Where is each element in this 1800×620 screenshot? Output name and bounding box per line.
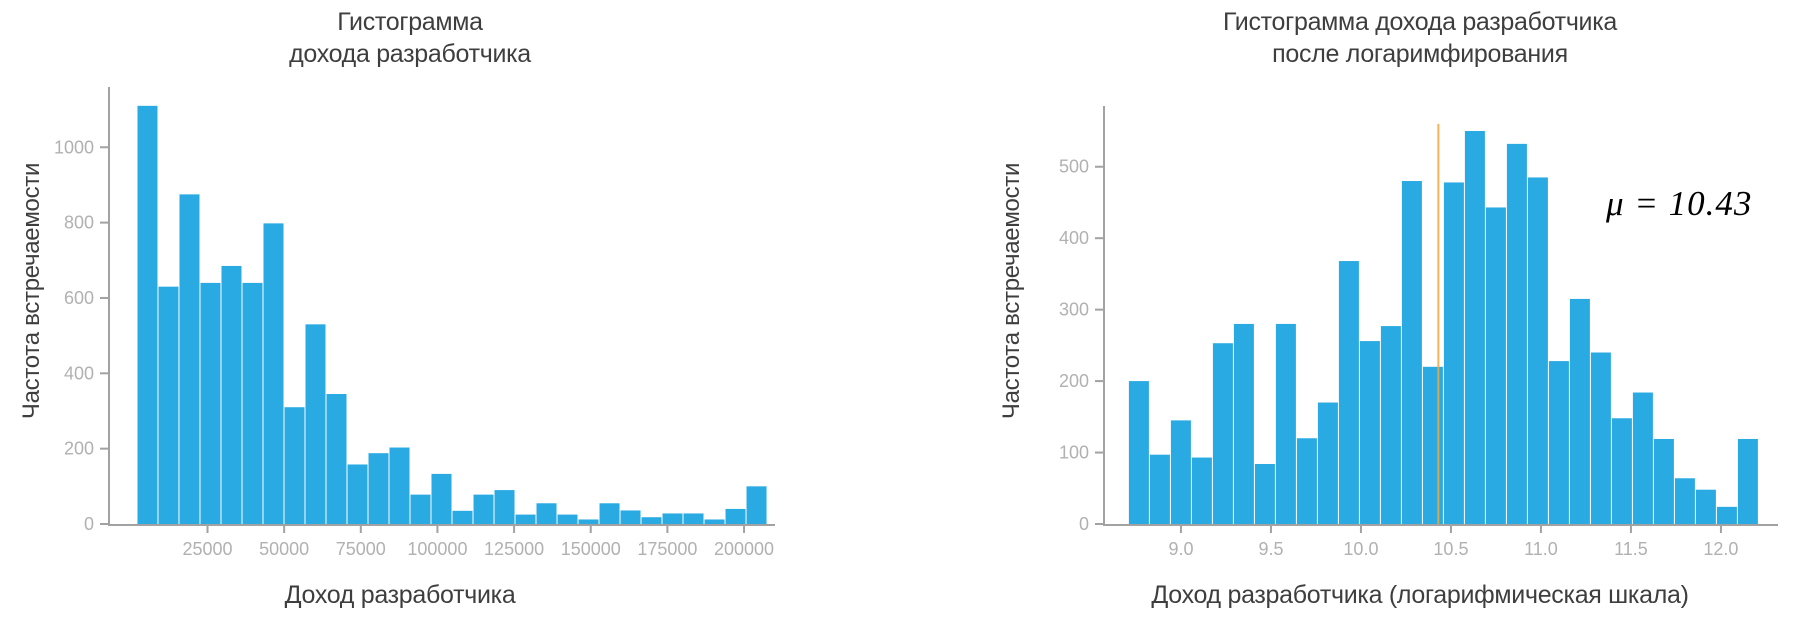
histogram-bar	[1191, 457, 1212, 524]
y-tick-label: 0	[1079, 514, 1089, 534]
histogram-bar	[1737, 438, 1758, 524]
x-tick-label: 150000	[561, 539, 621, 559]
y-tick-label: 500	[1059, 157, 1089, 177]
histogram-bar	[599, 503, 620, 524]
x-tick-label: 50000	[259, 539, 309, 559]
histogram-bar	[536, 503, 557, 524]
histogram-bar	[242, 282, 263, 524]
right-chart-x-axis-title: Доход разработчика (логарифмическая шкал…	[1151, 581, 1689, 609]
histogram-bar	[1548, 361, 1569, 524]
histogram-bar	[1296, 438, 1317, 524]
x-tick-label: 100000	[407, 539, 467, 559]
x-tick-label: 200000	[714, 539, 774, 559]
histogram-bar	[1716, 506, 1737, 524]
histogram-bar	[1632, 392, 1653, 524]
chart-1: 9.0 9.5 10.0 10.5 11.0 11.5 12.0 0 100 200 300 400 5…	[1059, 106, 1778, 559]
histogram-bar	[1254, 463, 1275, 524]
histogram-bar	[1338, 261, 1359, 524]
histogram-bar	[1401, 181, 1422, 524]
y-tick-label: 0	[84, 514, 94, 534]
histogram-bar	[494, 490, 515, 524]
x-tick-label: 10.0	[1343, 539, 1378, 559]
histogram-bar	[263, 223, 284, 524]
histogram-bar	[137, 105, 158, 524]
histogram-bar	[1653, 438, 1674, 524]
histogram-bar	[326, 394, 347, 524]
histogram-bar	[1422, 366, 1443, 524]
histogram-bar	[305, 324, 326, 524]
histogram-bar	[1170, 420, 1191, 524]
x-tick-label: 125000	[484, 539, 544, 559]
histogram-bar	[1695, 489, 1716, 524]
histogram-bar	[284, 407, 305, 524]
histogram-bar	[1212, 343, 1233, 524]
histogram-bar	[368, 453, 389, 524]
histogram-bar	[158, 286, 179, 524]
x-tick-label: 9.0	[1168, 539, 1193, 559]
left-chart-x-axis-title: Доход разработчика	[284, 581, 516, 609]
histogram-bar	[662, 513, 683, 524]
histogram-bar	[1128, 381, 1149, 524]
histogram-bar	[1317, 402, 1338, 524]
x-tick-label: 75000	[336, 539, 386, 559]
histogram-bar	[1611, 418, 1632, 524]
histogram-bar	[515, 514, 536, 524]
histogram-bar	[347, 464, 368, 524]
y-tick-label: 800	[64, 213, 94, 233]
x-tick-label: 175000	[637, 539, 697, 559]
x-tick-label: 11.0	[1524, 539, 1558, 559]
right-chart-title: Гистограмма дохода разработчика после ло…	[1222, 8, 1618, 68]
y-tick-label: 100	[1059, 443, 1089, 463]
histogram-bar	[389, 447, 410, 524]
histogram-bar	[473, 494, 494, 524]
histogram-bar	[1380, 326, 1401, 524]
histogram-bar	[1674, 478, 1695, 524]
y-tick-label: 300	[1059, 300, 1089, 320]
x-tick-label: 9.5	[1258, 539, 1283, 559]
x-tick-label: 12.0	[1703, 539, 1738, 559]
left-chart-y-axis-title: Частота встречаемости	[18, 162, 45, 420]
left-chart-title: Гистограмма дохода разработчика	[289, 8, 531, 68]
histogram-bar	[1506, 143, 1527, 524]
y-tick-label: 200	[1059, 371, 1089, 391]
y-tick-label: 1000	[54, 137, 94, 157]
y-tick-label: 200	[64, 439, 94, 459]
histogram-bar	[1275, 323, 1296, 524]
histogram-bar	[1464, 131, 1485, 524]
x-tick-label: 10.5	[1433, 539, 1468, 559]
x-tick-label: 25000	[182, 539, 232, 559]
histogram-bar	[641, 517, 662, 524]
histogram-bar	[1149, 454, 1170, 524]
y-tick-label: 400	[64, 363, 94, 383]
mean-value-annotation: μ = 10.43	[1606, 184, 1753, 223]
histogram-bar	[1443, 182, 1464, 524]
histogram-bar	[578, 519, 599, 524]
histogram-bar	[1485, 207, 1506, 524]
histogram-bar	[452, 510, 473, 524]
histogram-bar	[620, 510, 641, 524]
histogram-bar	[410, 494, 431, 524]
histogram-bar	[179, 194, 200, 524]
histogram-bar	[557, 514, 578, 524]
histogram-bar	[1569, 298, 1590, 524]
y-tick-label: 600	[64, 288, 94, 308]
histogram-bar	[1359, 341, 1380, 524]
x-tick-label: 11.5	[1614, 539, 1648, 559]
histogram-bar	[221, 265, 242, 524]
histogram-bar	[431, 473, 452, 524]
histogram-bar	[704, 519, 725, 524]
chart-0: 25000 50000 75000 100000 125000 150000 175000 2…	[54, 87, 775, 559]
histogram-bar	[1233, 323, 1254, 524]
histogram-bar	[200, 282, 221, 524]
histogram-bar	[683, 513, 704, 524]
histogram-bar	[746, 486, 767, 524]
histogram-bar	[725, 508, 746, 524]
y-tick-label: 400	[1059, 228, 1089, 248]
histogram-bar	[1590, 352, 1611, 524]
right-chart-y-axis-title: Частота встречаемости	[998, 162, 1025, 420]
histogram-bar	[1527, 177, 1548, 524]
